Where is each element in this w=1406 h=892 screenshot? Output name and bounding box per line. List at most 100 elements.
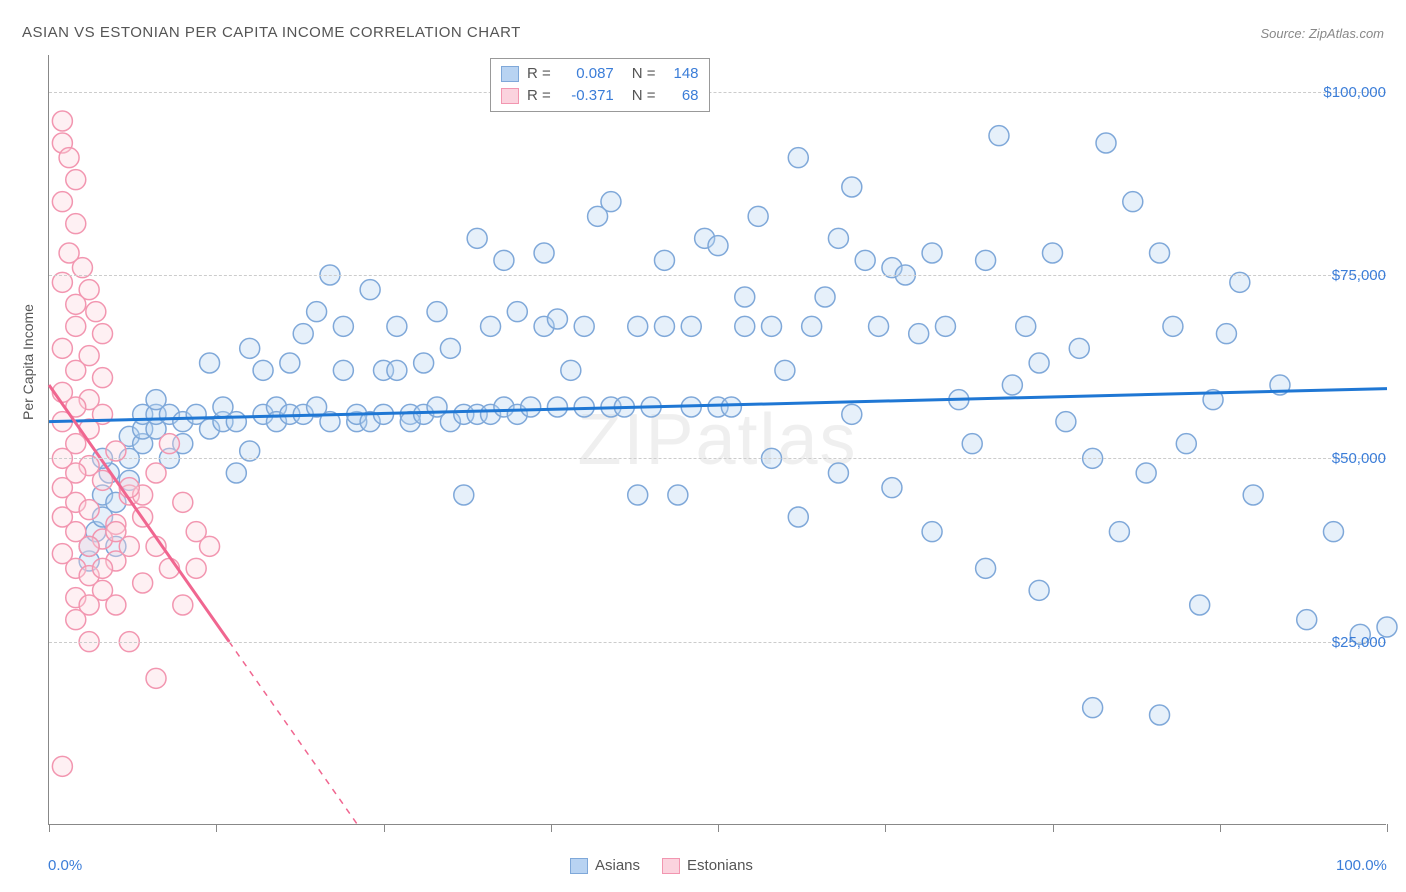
data-point [1136,463,1156,483]
data-point [628,316,648,336]
stats-n-label: N = [632,85,656,107]
source-attribution: Source: ZipAtlas.com [1260,26,1384,41]
legend-item: Asians [570,857,640,874]
data-point [775,360,795,380]
data-point [547,397,567,417]
data-point [240,338,260,358]
data-point [200,536,220,556]
data-point [681,316,701,336]
stats-n-label: N = [632,63,656,85]
data-point [66,610,86,630]
data-point [66,294,86,314]
data-point [481,316,501,336]
data-point [293,324,313,344]
data-point [66,214,86,234]
data-point [935,316,955,336]
x-tick [384,824,385,832]
data-point [976,250,996,270]
data-point [1243,485,1263,505]
stats-swatch [501,66,519,82]
data-point [654,316,674,336]
data-point [882,478,902,498]
data-point [226,412,246,432]
data-point [855,250,875,270]
chart-svg [49,55,1386,824]
data-point [574,316,594,336]
data-point [52,338,72,358]
data-point [1323,522,1343,542]
data-point [1297,610,1317,630]
y-axis-label: Per Capita Income [20,304,36,420]
gridline-horizontal [49,92,1386,93]
data-point [842,177,862,197]
data-point [226,463,246,483]
data-point [1123,192,1143,212]
data-point [52,111,72,131]
stats-r-label: R = [527,63,551,85]
data-point [66,170,86,190]
x-tick [718,824,719,832]
data-point [93,368,113,388]
data-point [454,485,474,505]
data-point [1150,705,1170,725]
data-point [1096,133,1116,153]
gridline-horizontal [49,275,1386,276]
data-point [601,192,621,212]
data-point [333,316,353,336]
data-point [159,434,179,454]
data-point [1069,338,1089,358]
stats-row: R = 0.087 N = 148 [501,63,699,85]
x-tick [216,824,217,832]
data-point [748,206,768,226]
legend: AsiansEstonians [570,857,753,874]
y-tick-label: $50,000 [1332,450,1386,467]
legend-label: Asians [595,857,640,874]
stats-swatch [501,88,519,104]
data-point [280,353,300,373]
x-tick [1053,824,1054,832]
data-point [561,360,581,380]
data-point [1150,243,1170,263]
data-point [146,463,166,483]
x-tick [1387,824,1388,832]
data-point [1109,522,1129,542]
data-point [333,360,353,380]
trendline-dashed [229,642,358,825]
data-point [1216,324,1236,344]
stats-n-value: 68 [664,85,699,107]
stats-row: R =-0.371N =68 [501,85,699,107]
data-point [521,397,541,417]
data-point [146,668,166,688]
data-point [1056,412,1076,432]
y-tick-label: $25,000 [1332,634,1386,651]
data-point [106,522,126,542]
data-point [307,302,327,322]
data-point [387,360,407,380]
data-point [922,243,942,263]
data-point [735,287,755,307]
data-point [467,228,487,248]
x-tick [49,824,50,832]
x-tick-label: 0.0% [48,857,82,874]
data-point [427,302,447,322]
data-point [360,280,380,300]
stats-r-value: 0.087 [559,63,614,85]
data-point [628,485,648,505]
data-point [86,302,106,322]
x-tick [551,824,552,832]
data-point [387,316,407,336]
legend-swatch [570,858,588,874]
data-point [1190,595,1210,615]
stats-n-value: 148 [664,63,699,85]
data-point [440,338,460,358]
x-tick-label: 100.0% [1336,857,1387,874]
data-point [66,360,86,380]
x-tick [1220,824,1221,832]
data-point [79,500,99,520]
data-point [815,287,835,307]
data-point [788,507,808,527]
data-point [414,353,434,373]
data-point [186,558,206,578]
data-point [1029,580,1049,600]
data-point [762,316,782,336]
